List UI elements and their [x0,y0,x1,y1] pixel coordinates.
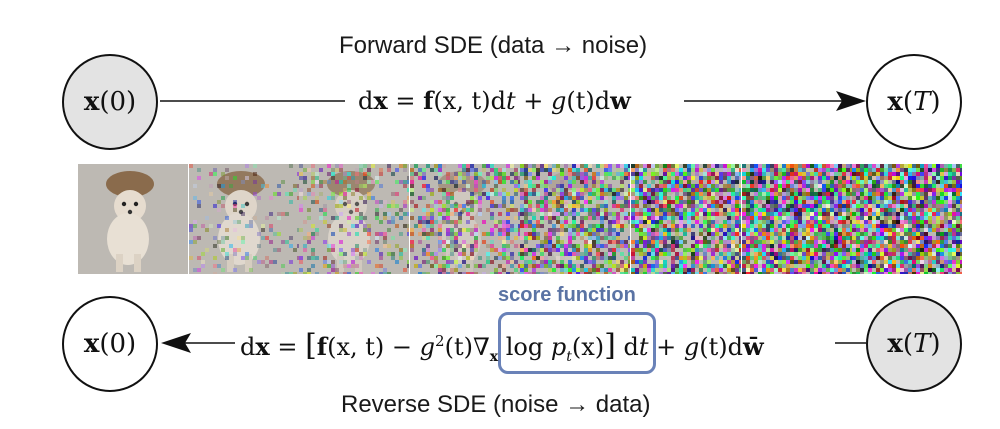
noise-frame-7 [741,164,852,274]
node-arg: 0 [109,329,127,359]
diffusion-image-strip [78,164,963,274]
forward-start-node: x(0) [62,54,158,150]
noise-frame-1 [78,164,188,274]
noise-frame-5 [520,164,631,274]
node-symbol: x [83,87,100,117]
noise-frame-3 [299,164,410,274]
reverse-equation: dx = [f(x, t) − g2(t)∇x log pt(x)] dt + … [240,328,764,365]
forward-equation: dx = f(x, t)dt + g(t)dw [358,86,631,115]
noise-frame-2 [188,164,299,274]
forward-arrowhead [836,91,866,111]
reverse-arrowhead [161,333,191,353]
score-function-box [498,312,656,374]
forward-end-node: x(T) [866,54,962,150]
node-symbol: x [887,329,903,359]
node-arg: T [913,87,931,117]
reverse-start-node: x(T) [866,296,962,392]
noise-frame-8 [852,164,963,274]
reverse-end-node: x(0) [62,296,158,392]
node-symbol: x [887,87,903,117]
node-arg: T [913,329,931,359]
noise-frame-4 [409,164,520,274]
reverse-sde-caption: Reverse SDE (noise → data) [341,391,651,418]
node-symbol: x [83,329,100,359]
node-arg: 0 [109,87,127,117]
noise-frame-6 [630,164,741,274]
score-function-label: score function [498,284,636,306]
forward-sde-caption: Forward SDE (data → noise) [339,32,648,59]
